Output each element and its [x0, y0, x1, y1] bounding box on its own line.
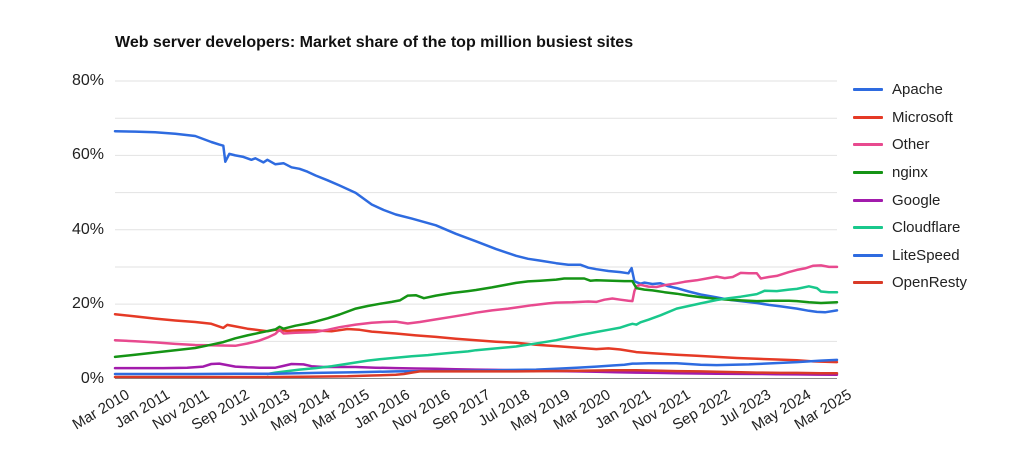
legend-item-litespeed: LiteSpeed — [853, 242, 967, 270]
legend-label: Apache — [892, 81, 943, 99]
legend-label: Microsoft — [892, 108, 953, 126]
chart-title: Web server developers: Market share of t… — [115, 34, 634, 51]
legend-label: OpenResty — [892, 274, 968, 292]
series-line-microsoft — [113, 312, 839, 364]
legend-swatch-nginx — [853, 171, 883, 175]
legend-item-google: Google — [853, 186, 967, 214]
legend-swatch-apache — [853, 88, 883, 92]
y-tick-label: 0% — [80, 369, 104, 387]
legend-label: nginx — [892, 164, 928, 182]
y-tick-label: 40% — [71, 220, 104, 238]
series-line-nginx — [113, 277, 839, 359]
legend-label: Cloudflare — [892, 219, 961, 237]
series-line-google — [113, 362, 839, 377]
legend-item-openresty: OpenResty — [853, 269, 967, 297]
legend-item-apache: Apache — [853, 76, 967, 104]
legend-label: Other — [892, 136, 930, 154]
y-tick-label: 20% — [71, 295, 104, 313]
legend-label: Google — [892, 191, 941, 209]
series-line-other — [113, 264, 839, 348]
legend-swatch-microsoft — [853, 115, 883, 119]
legend-item-other: Other — [853, 131, 967, 159]
y-tick-label: 60% — [71, 146, 104, 164]
y-tick-label: 80% — [71, 72, 104, 89]
legend-item-microsoft: Microsoft — [853, 104, 967, 132]
legend-swatch-other — [853, 143, 883, 147]
series-line-apache — [113, 129, 839, 314]
series-line-litespeed — [113, 358, 839, 376]
legend-label: LiteSpeed — [892, 246, 960, 264]
legend-item-nginx: nginx — [853, 159, 967, 187]
legend-swatch-google — [853, 198, 883, 202]
series-line-openresty — [113, 369, 839, 379]
legend: Apache Microsoft Other nginx Google Cloudflar… — [853, 76, 967, 297]
legend-item-cloudflare: Cloudflare — [853, 214, 967, 242]
legend-swatch-openresty — [853, 281, 883, 285]
legend-swatch-litespeed — [853, 253, 883, 257]
series-line-cloudflare — [266, 285, 839, 376]
legend-swatch-cloudflare — [853, 226, 883, 230]
